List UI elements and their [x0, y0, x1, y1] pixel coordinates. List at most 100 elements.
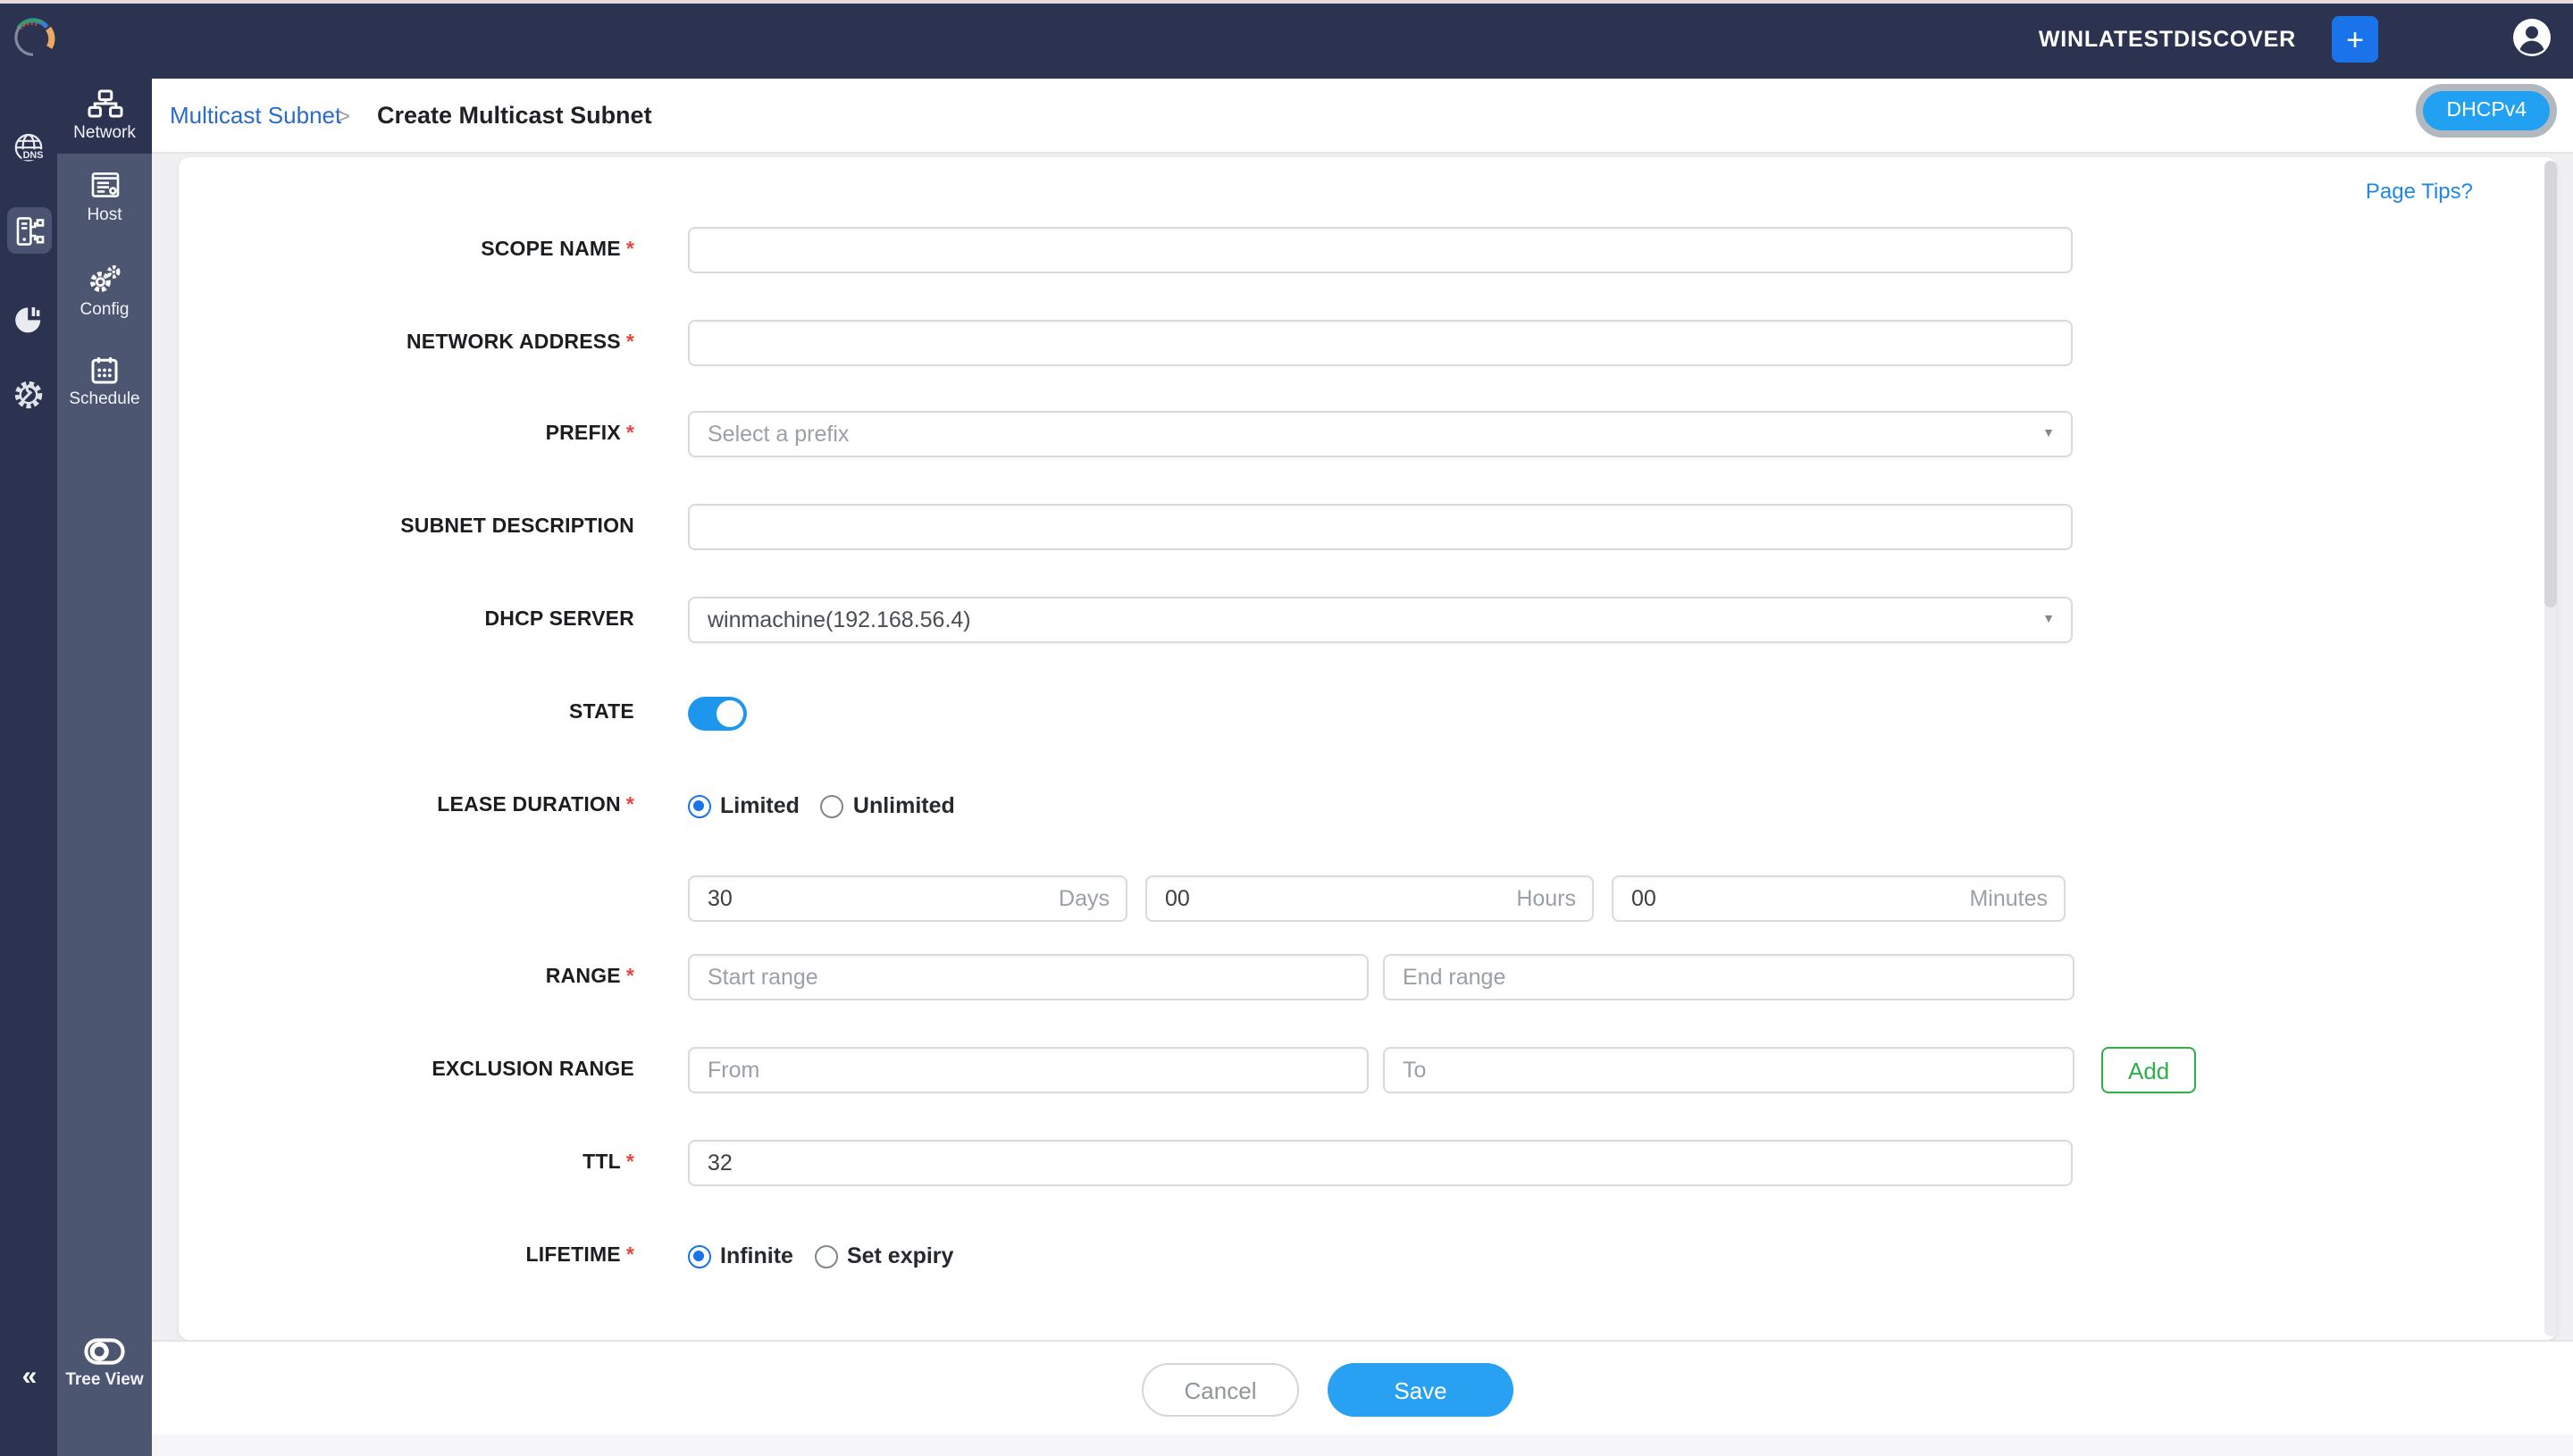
- ttl-input[interactable]: [688, 1140, 2073, 1186]
- breadcrumb-link-multicast-subnet[interactable]: Multicast Subnet: [170, 102, 342, 129]
- secondary-sidebar: Network Host Con: [57, 79, 152, 1456]
- hours-input[interactable]: [1145, 875, 1594, 922]
- required-marker: *: [625, 966, 634, 988]
- state-label: STATE: [569, 702, 634, 724]
- main-content: Multicast Subnet > Create Multicast Subn…: [152, 79, 2573, 1456]
- lifetime-infinite-label: Infinite: [720, 1243, 793, 1268]
- lifetime-set-expiry-radio[interactable]: [814, 1244, 838, 1268]
- range-row: RANGE *: [179, 954, 2521, 1000]
- required-marker: *: [625, 1245, 634, 1267]
- app-logo-icon[interactable]: [9, 13, 57, 66]
- prefix-label: PREFIX *: [545, 423, 634, 445]
- prefix-row: PREFIX * Select a prefix ▼: [179, 411, 2521, 457]
- lease-duration-values-row: Days Hours Minutes: [179, 875, 2521, 922]
- state-toggle[interactable]: [688, 696, 747, 730]
- sidebar-item-label: Host: [87, 205, 122, 225]
- config-gears-icon: [88, 264, 122, 295]
- scope-name-label: SCOPE NAME *: [481, 239, 634, 261]
- sidebar-item-label: Config: [80, 300, 130, 320]
- state-row: STATE: [179, 690, 2521, 736]
- toggle-knob: [717, 699, 743, 726]
- calendar-icon: [91, 356, 118, 384]
- lease-duration-label: LEASE DURATION *: [437, 795, 634, 816]
- rail-item-admin[interactable]: [0, 379, 57, 411]
- scope-name-row: SCOPE NAME *: [179, 227, 2521, 273]
- sidebar-item-label: Schedule: [69, 389, 140, 409]
- dns-chip: [21, 149, 45, 161]
- lifetime-row: LIFETIME * Infinite Set expiry: [179, 1233, 2521, 1279]
- rail-item-reports[interactable]: [0, 304, 57, 336]
- range-end-input[interactable]: [1383, 954, 2074, 1000]
- rail-item-dns[interactable]: DNS: [0, 132, 57, 164]
- ttl-row: TTL *: [179, 1140, 2521, 1186]
- user-avatar[interactable]: [2512, 18, 2552, 57]
- ttl-label: TTL *: [582, 1152, 634, 1174]
- card-scrollbar-track[interactable]: [2544, 161, 2557, 1336]
- breadcrumb-separator: >: [338, 103, 351, 128]
- scope-name-input[interactable]: [688, 227, 2073, 273]
- dhcp-server-selected-value: winmachine(192.168.56.4): [708, 607, 971, 632]
- sidebar-item-host[interactable]: Host: [57, 172, 152, 225]
- page-tips-link[interactable]: Page Tips?: [2365, 179, 2473, 204]
- days-input[interactable]: [688, 875, 1127, 922]
- sidebar-item-schedule[interactable]: Schedule: [57, 356, 152, 409]
- window-top-strip: [0, 0, 2573, 4]
- sidebar-item-label: Network: [73, 123, 136, 143]
- chevron-down-icon: ▼: [2042, 614, 2055, 626]
- prefix-select[interactable]: Select a prefix ▼: [688, 411, 2073, 457]
- lease-duration-limited-radio[interactable]: [688, 794, 711, 817]
- lease-duration-row: LEASE DURATION * Limited Unlimited: [179, 782, 2521, 829]
- subnet-description-label: SUBNET DESCRIPTION: [400, 516, 634, 538]
- required-marker: *: [625, 1152, 634, 1174]
- lifetime-set-expiry-label: Set expiry: [846, 1243, 954, 1268]
- sidebar-item-label: Tree View: [65, 1370, 144, 1390]
- cancel-button[interactable]: Cancel: [1142, 1363, 1299, 1417]
- range-label: RANGE *: [545, 966, 634, 988]
- exclusion-range-row: EXCLUSION RANGE Add: [179, 1047, 2521, 1093]
- exclusion-add-button[interactable]: Add: [2101, 1047, 2197, 1093]
- sidebar-item-tree-view[interactable]: Tree View: [57, 1338, 152, 1390]
- tree-view-toggle-icon: [84, 1338, 125, 1365]
- network-address-input[interactable]: [688, 320, 2073, 366]
- lease-duration-limited-label: Limited: [720, 793, 800, 818]
- card-scrollbar-thumb[interactable]: [2544, 161, 2557, 607]
- form-footer: Cancel Save: [152, 1340, 2573, 1436]
- rail-item-ipam-active[interactable]: [7, 207, 52, 254]
- required-marker: *: [625, 423, 634, 445]
- chevron-down-icon: ▼: [2042, 428, 2055, 440]
- days-field: Days: [688, 875, 1127, 922]
- dhcp-server-select[interactable]: winmachine(192.168.56.4) ▼: [688, 597, 2073, 643]
- sidebar-item-network[interactable]: Network: [57, 79, 152, 154]
- range-start-input[interactable]: [688, 954, 1369, 1000]
- required-marker: *: [625, 332, 634, 354]
- save-button[interactable]: Save: [1328, 1363, 1513, 1417]
- account-name: WINLATESTDISCOVER: [2038, 27, 2296, 52]
- hours-field: Hours: [1145, 875, 1594, 922]
- page-title: Create Multicast Subnet: [377, 102, 652, 129]
- create-multicast-subnet-form: Page Tips? SCOPE NAME * NETWORK ADDRESS * …: [179, 157, 2557, 1340]
- lease-duration-unlimited-radio[interactable]: [820, 794, 844, 817]
- dhcp-server-row: DHCP SERVER winmachine(192.168.56.4) ▼: [179, 597, 2521, 643]
- sidebar-item-config[interactable]: Config: [57, 264, 152, 320]
- lifetime-label: LIFETIME *: [525, 1245, 634, 1267]
- minutes-input[interactable]: [1612, 875, 2066, 922]
- minutes-field: Minutes: [1612, 875, 2066, 922]
- dns-chip-label: DNS: [23, 150, 44, 161]
- required-marker: *: [625, 795, 634, 816]
- required-marker: *: [625, 239, 634, 261]
- network-address-label: NETWORK ADDRESS *: [406, 332, 634, 354]
- add-button[interactable]: +: [2332, 16, 2378, 63]
- exclusion-to-input[interactable]: [1383, 1047, 2074, 1093]
- exclusion-from-input[interactable]: [688, 1047, 1369, 1093]
- top-bar: WINLATESTDISCOVER +: [0, 0, 2573, 79]
- network-address-row: NETWORK ADDRESS *: [179, 320, 2521, 366]
- lifetime-infinite-radio[interactable]: [688, 1244, 711, 1268]
- primary-icon-rail: DNS: [0, 79, 57, 1456]
- dhcpv4-badge[interactable]: DHCPv4: [2416, 84, 2557, 138]
- lease-duration-unlimited-label: Unlimited: [852, 793, 955, 818]
- network-icon: [87, 89, 122, 118]
- subnet-description-input[interactable]: [688, 504, 2073, 550]
- prefix-select-placeholder: Select a prefix: [708, 422, 850, 447]
- collapse-sidebar-button[interactable]: «: [21, 1361, 38, 1392]
